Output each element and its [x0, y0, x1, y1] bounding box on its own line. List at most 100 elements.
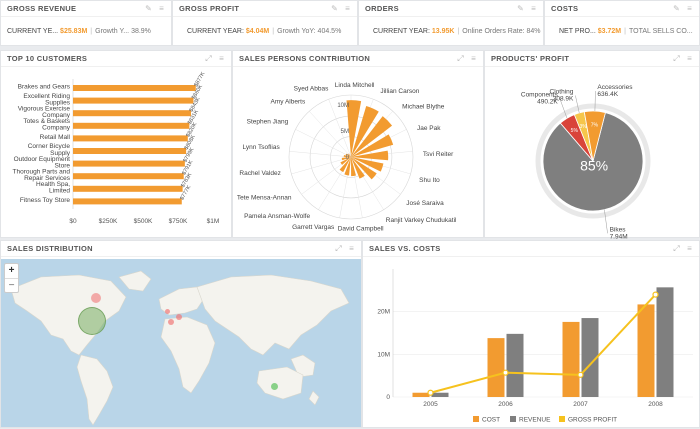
salesperson-label: Jillian Carson: [380, 88, 419, 95]
bar: [73, 135, 188, 141]
legend-label: REVENUE: [519, 417, 551, 424]
map-bubble-france[interactable]: [168, 319, 174, 325]
menu-icon[interactable]: ≡: [529, 4, 538, 13]
bar: [73, 123, 189, 129]
kpi-label: CURRENT YEAR:: [373, 28, 430, 35]
bar: [73, 161, 185, 167]
map-bubble-uk[interactable]: [165, 309, 170, 314]
salesperson-label: Stephen Jiang: [247, 119, 289, 126]
panel-title: TOP 10 CUSTOMERS: [7, 54, 87, 63]
edit-icon[interactable]: ✎: [516, 4, 525, 13]
expand-icon[interactable]: ⤢: [672, 54, 681, 63]
pie-category-label: Clothing: [550, 88, 574, 95]
menu-icon[interactable]: ≡: [343, 4, 352, 13]
x-tick-label: 2005: [423, 401, 438, 408]
salesperson-label: Rachel Valdez: [239, 170, 280, 177]
category-label: Limited: [49, 188, 70, 195]
kpi-value: $25.83M: [60, 28, 87, 35]
map-bubble-usa[interactable]: [78, 307, 106, 335]
menu-icon[interactable]: ≡: [685, 4, 694, 13]
kpi-label: CURRENT YEAR:: [187, 28, 244, 35]
salesperson-label: Amy Alberts: [271, 98, 306, 105]
category-label: Company: [42, 125, 71, 132]
pie-percent-label: 3%: [579, 124, 587, 130]
salesperson-label: José Saraiva: [406, 200, 444, 207]
salesperson-label: Pamela Ansman-Wolfe: [244, 213, 310, 220]
pie-value-label: 308.9K: [553, 95, 574, 102]
bar-cost: [563, 322, 580, 397]
expand-icon[interactable]: ⤢: [672, 244, 681, 253]
kpi-sub-label: Growth YoY:: [277, 28, 316, 35]
map-zoom-control: + −: [4, 263, 19, 293]
zoom-out-button[interactable]: −: [5, 278, 18, 292]
zoom-in-button[interactable]: +: [5, 264, 18, 278]
kpi-label: CURRENT YE...: [7, 28, 58, 35]
x-tick-label: $500K: [134, 218, 153, 225]
category-label: Fitness Toy Store: [20, 197, 70, 204]
bar: [73, 186, 183, 192]
edit-icon[interactable]: ✎: [144, 4, 153, 13]
r-tick-label: 10M: [337, 103, 349, 109]
pie-category-label: Accessories: [597, 84, 633, 91]
kpi-sub-value: 404.5%: [318, 28, 342, 35]
kpi-costs: COSTS ✎≡ NET PRO... $3.72M|TOTAL SELLS C…: [544, 0, 700, 46]
gross-profit-point: [428, 390, 433, 395]
bar-cost: [413, 393, 430, 397]
y-tick-label: 0: [386, 394, 390, 401]
menu-icon[interactable]: ≡: [469, 54, 478, 63]
kpi-label: NET PRO...: [559, 28, 596, 35]
kpi-sub-label: Online Orders Rate:: [462, 28, 524, 35]
map-bubble-australia[interactable]: [271, 383, 278, 390]
pie-value-label: 636.4K: [597, 91, 618, 98]
salesperson-label: Tsvi Reiter: [423, 151, 454, 158]
expand-icon[interactable]: ⤢: [334, 244, 343, 253]
salesperson-label: David Campbell: [338, 225, 384, 232]
sales-distribution-panel: SALES DISTRIBUTION ⤢≡ + −: [0, 240, 362, 428]
panel-title: PRODUCTS' PROFIT: [491, 54, 569, 63]
x-tick-label: 2007: [573, 401, 588, 408]
y-tick-label: 20M: [377, 309, 390, 316]
bar-cost: [488, 338, 505, 397]
salesperson-label: Jae Pak: [417, 125, 441, 132]
legend-swatch: [473, 416, 479, 422]
expand-icon[interactable]: ⤢: [204, 54, 213, 63]
y-tick-label: 10M: [377, 351, 390, 358]
kpi-value: $4.04M: [246, 28, 269, 35]
kpi-gross-revenue: GROSS REVENUE ✎≡ CURRENT YE... $25.83M|G…: [0, 0, 172, 46]
kpi-value: 13.95K: [432, 28, 455, 35]
menu-icon[interactable]: ≡: [685, 54, 694, 63]
bar: [73, 110, 191, 116]
kpi-gross-profit: GROSS PROFIT ✎≡ CURRENT YEAR: $4.04M|Gro…: [172, 0, 358, 46]
x-tick-label: 2008: [648, 401, 663, 408]
pie-percent-label: 5%: [571, 128, 579, 134]
world-map-land: [1, 259, 361, 427]
menu-icon[interactable]: ≡: [157, 4, 166, 13]
x-tick-label: $0: [69, 218, 77, 225]
pie-percent-label: 7%: [591, 123, 599, 129]
map-bubble-canada[interactable]: [91, 293, 101, 303]
kpi-title: GROSS REVENUE: [7, 4, 76, 13]
gross-profit-point: [653, 292, 658, 297]
bar: [73, 98, 193, 104]
kpi-sub-label: Growth Y...: [95, 28, 129, 35]
gross-profit-point: [503, 370, 508, 375]
expand-icon[interactable]: ⤢: [456, 54, 465, 63]
world-map[interactable]: + −: [1, 259, 361, 427]
salesperson-label: Linda Mitchell: [335, 82, 375, 89]
pie-percent-label: 85%: [580, 158, 608, 174]
x-tick-label: $250K: [99, 218, 118, 225]
x-tick-label: 2006: [498, 401, 513, 408]
legend-label: COST: [482, 417, 500, 424]
category-label: Retail Mall: [40, 134, 71, 141]
menu-icon[interactable]: ≡: [217, 54, 226, 63]
menu-icon[interactable]: ≡: [347, 244, 356, 253]
menu-icon[interactable]: ≡: [685, 244, 694, 253]
gross-profit-point: [578, 372, 583, 377]
bar: [73, 173, 184, 179]
map-bubble-germany[interactable]: [176, 314, 182, 320]
salesperson-label: Michael Blythe: [402, 103, 445, 110]
kpi-title: GROSS PROFIT: [179, 4, 239, 13]
edit-icon[interactable]: ✎: [672, 4, 681, 13]
edit-icon[interactable]: ✎: [330, 4, 339, 13]
